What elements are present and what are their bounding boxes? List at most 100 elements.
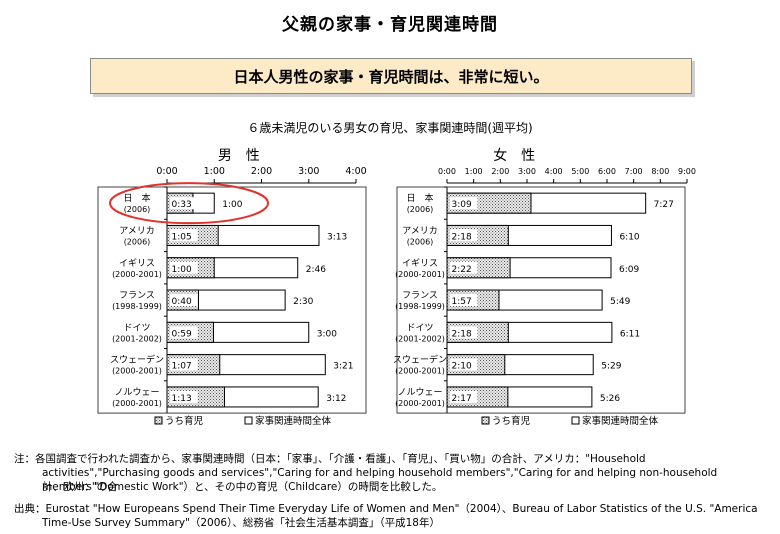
note-line-1: 注：各国調査で行われた調査から、家事関連時間（日本：「家事」、「介護・看護」、「… xyxy=(14,453,646,465)
legend-swatch-total xyxy=(571,416,580,425)
chart-title: 女 性 xyxy=(493,147,535,164)
legend-label-total: 家事関連時間全体 xyxy=(582,415,659,427)
plot-frame xyxy=(396,186,686,414)
x-tick-label: 5:00 xyxy=(571,167,589,176)
total-value-label: 2:30 xyxy=(293,297,313,307)
childcare-label-bg xyxy=(450,229,478,242)
charts: 男 性0:00 1:00 2:00 3:00 4:00日 本(2006) 0:33 1:00… xyxy=(97,147,696,427)
source-line-1: 出典：Eurostat "How Europeans Spend Their T… xyxy=(14,503,758,515)
headline-banner: 日本人男性の家事・育児時間は、非常に短い。 xyxy=(90,58,692,94)
x-tick-label: 1:00 xyxy=(204,166,225,177)
female-chart: 女 性 0:00 1:00 2:00 3:00 4:00 5:00 6:00 7:00 8:00 9… xyxy=(393,147,696,427)
legend-label-childcare: うち育児 xyxy=(492,415,531,427)
childcare-value-label: 3:09 xyxy=(452,200,472,210)
banner-text: 日本人男性の家事・育児時間は、非常に短い。 xyxy=(233,67,549,86)
childcare-value-label: 2:22 xyxy=(452,265,472,275)
category-period-label: (2006) xyxy=(407,237,434,246)
childcare-label-bg xyxy=(450,358,478,371)
total-value-label: 3:21 xyxy=(333,362,353,372)
note-line-3: 計、欧州："Domestic Work"）と、その中の育児（Childcare）… xyxy=(42,481,443,493)
childcare-value-label: 1:07 xyxy=(172,362,192,372)
total-value-label: 6:09 xyxy=(619,265,639,275)
childcare-label-bg xyxy=(170,326,198,339)
note-line-2: activities","Purchasing goods and servic… xyxy=(42,467,718,493)
childcare-value-label: 0:59 xyxy=(172,329,192,339)
childcare-label-bg xyxy=(450,326,478,339)
category-period-label: (1998-1999) xyxy=(112,302,162,311)
category-label: フランス xyxy=(402,290,438,301)
category-label: フランス xyxy=(119,290,155,301)
total-value-label: 3:12 xyxy=(326,394,346,404)
category-period-label: (1998-1999) xyxy=(395,302,445,311)
category-label: ノルウェー xyxy=(397,387,442,398)
x-tick-label: 8:00 xyxy=(651,167,669,176)
category-period-label: (2000-2001) xyxy=(112,399,162,408)
category-period-label: (2000-2001) xyxy=(395,399,445,408)
category-label: イギリス xyxy=(119,258,155,269)
childcare-label-bg xyxy=(450,294,478,307)
total-value-label: 5:49 xyxy=(610,297,630,307)
childcare-value-label: 2:17 xyxy=(452,394,472,404)
childcare-label-bg xyxy=(170,294,198,307)
childcare-label-bg xyxy=(170,261,198,274)
x-tick-label: 2:00 xyxy=(491,167,509,176)
childcare-label-bg xyxy=(170,390,198,403)
category-period-label: (2000-2001) xyxy=(112,367,162,376)
category-label: 日 本 xyxy=(123,192,150,204)
category-label: スウェーデン xyxy=(393,354,447,366)
childcare-label-bg xyxy=(450,390,478,403)
category-period-label: (2001-2002) xyxy=(395,334,445,343)
childcare-value-label: 0:40 xyxy=(172,297,192,307)
category-label: アメリカ xyxy=(402,225,438,236)
highlight-circle xyxy=(109,182,269,225)
legend-label-childcare: うち育児 xyxy=(165,415,204,427)
category-period-label: (2006) xyxy=(124,237,151,246)
legend-swatch-childcare xyxy=(154,416,163,425)
childcare-value-label: 2:18 xyxy=(452,329,472,339)
x-tick-label: 4:00 xyxy=(545,167,563,176)
male-chart: 男 性 0:00 1:00 2:00 3:00 4:00 日 本 (2006) 0:33 1:00… xyxy=(97,148,367,427)
x-tick-label: 2:00 xyxy=(251,166,272,177)
total-value-label: 5:26 xyxy=(600,394,620,404)
x-tick-label: 1:00 xyxy=(465,167,483,176)
category-period-label: (2001-2002) xyxy=(112,334,162,343)
childcare-value-label: 1:13 xyxy=(172,394,192,404)
total-value-label: 2:46 xyxy=(306,265,326,275)
category-period-label: (2000-2001) xyxy=(112,270,162,279)
childcare-label-bg xyxy=(170,358,198,371)
childcare-label-bg xyxy=(450,261,478,274)
total-value-label: 6:10 xyxy=(619,232,639,242)
chart-title: 男 性 xyxy=(218,148,260,164)
total-value-label: 1:00 xyxy=(222,200,242,210)
childcare-label-bg xyxy=(170,197,198,210)
childcare-value-label: 1:05 xyxy=(172,232,192,242)
category-label: ドイツ xyxy=(406,323,433,333)
category-label: イギリス xyxy=(402,258,438,269)
childcare-value-label: 2:10 xyxy=(452,362,472,372)
chart-subtitle: ６歳未満児のいる男女の育児、家事関連時間(週平均) xyxy=(247,121,533,135)
x-tick-label: 3:00 xyxy=(518,167,536,176)
x-tick-label: 7:00 xyxy=(625,167,643,176)
x-tick-label: 3:00 xyxy=(298,166,319,177)
category-period-label: (2000-2001) xyxy=(395,270,445,279)
source-line-2: Time-Use Survey Summary"（2006）、総務省「社会生活基… xyxy=(42,517,440,529)
x-tick-label: 0:00 xyxy=(156,166,177,177)
category-label: 日 本 xyxy=(406,192,433,204)
x-tick-label: 0:00 xyxy=(438,167,456,176)
x-tick-label: 4:00 xyxy=(345,166,366,177)
childcare-value-label: 1:57 xyxy=(452,297,472,307)
total-value-label: 6:11 xyxy=(620,329,640,339)
childcare-label-bg xyxy=(450,197,478,210)
x-tick-label: 9:00 xyxy=(678,167,696,176)
childcare-value-label: 1:00 xyxy=(172,265,192,275)
total-value-label: 3:00 xyxy=(317,329,337,339)
category-label: アメリカ xyxy=(119,225,155,236)
category-period-label: (2006) xyxy=(407,205,434,214)
legend-swatch-total xyxy=(244,416,253,425)
childcare-value-label: 0:33 xyxy=(172,200,192,210)
category-label: ノルウェー xyxy=(114,387,159,398)
total-value-label: 3:13 xyxy=(327,232,347,242)
legend-swatch-childcare xyxy=(481,416,490,425)
category-label: スウェーデン xyxy=(110,354,164,366)
childcare-value-label: 2:18 xyxy=(452,232,472,242)
